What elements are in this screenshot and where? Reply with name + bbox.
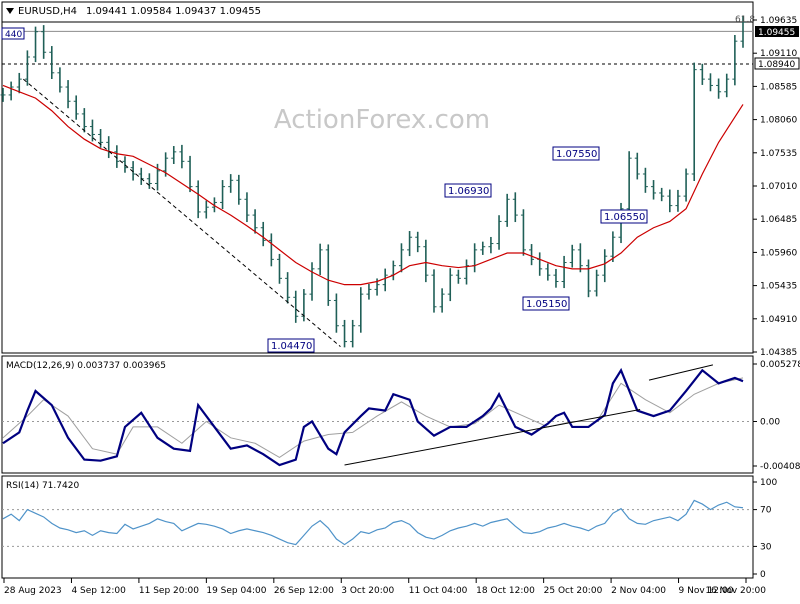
rsi-axis-label: 100 <box>760 478 777 488</box>
rsi-title: RSI(14) 71.7420 <box>6 481 79 491</box>
annotation-2: 1.07550 <box>556 149 597 160</box>
macd-support-trendline <box>344 409 641 466</box>
price-trendline <box>23 78 341 348</box>
level-price-tag <box>754 57 800 70</box>
price-axis-label: 1.09110 <box>760 49 797 59</box>
moving-average-line <box>2 84 744 286</box>
annotation-box-2 <box>552 146 600 161</box>
level-price-label: 1.08940 <box>758 60 795 70</box>
price-axis-label: 1.08585 <box>760 82 797 92</box>
watermark: ActionForex.com <box>274 105 490 135</box>
annotation-box-4 <box>600 209 648 224</box>
ohlc-label: 1.09441 1.09584 1.09437 1.09455 <box>86 6 261 17</box>
price-axis-label: 1.06485 <box>760 215 797 225</box>
price-axis-label: 1.07535 <box>760 149 797 159</box>
macd-axis-label: 0.005278 <box>760 360 800 370</box>
time-axis-label: 25 Oct 20:00 <box>544 586 603 596</box>
annotation-box-3 <box>522 296 570 311</box>
time-axis-label: 3 Oct 20:00 <box>341 586 394 596</box>
annotation-3: 1.05150 <box>526 299 567 310</box>
macd-layer <box>2 364 753 467</box>
annotation-box-1 <box>444 183 492 198</box>
time-axis-label: 2 Nov 04:00 <box>611 586 666 596</box>
rsi-axis-label: 30 <box>760 542 772 552</box>
macd-title: MACD(12,26,9) 0.003737 0.003965 <box>6 361 166 371</box>
time-axis-label: 26 Sep 12:00 <box>274 586 334 596</box>
macd-axis-label: 0.00 <box>760 417 780 427</box>
macd-resistance-trendline <box>648 364 714 381</box>
current-price-label: 1.09455 <box>758 28 795 38</box>
price-tags: 1.09455 1.08940 <box>754 26 800 70</box>
price-panel-frame <box>1 1 754 354</box>
price-axis-label: 1.04910 <box>760 315 797 325</box>
macd-axis-label: -0.004087 <box>760 462 800 472</box>
header: EURUSD,H4 1.09441 1.09584 1.09437 1.0945… <box>6 6 261 17</box>
time-axis-label: 4 Sep 12:00 <box>71 586 126 596</box>
annotation-left-cut: 440 <box>5 30 22 40</box>
rsi-axis-label: 0 <box>760 570 766 580</box>
time-axis-label: 11 Oct 04:00 <box>409 586 468 596</box>
fib-label: 61.8 <box>735 15 755 25</box>
annotation-1: 1.06930 <box>448 186 489 197</box>
axis-layer: 1.09635 1.09110 1.08585 1.08060 1.07535 1.070… <box>3 16 800 596</box>
header-arrow-icon <box>6 8 14 14</box>
annotation-box-left <box>1 27 25 40</box>
rsi-line <box>2 499 744 546</box>
time-axis-label: 11 Sep 20:00 <box>139 586 199 596</box>
price-axis-label: 1.05960 <box>760 248 797 258</box>
price-axis-label: 1.07010 <box>760 182 797 192</box>
time-axis-label: 18 Oct 12:00 <box>476 586 535 596</box>
price-axis-label: 1.05435 <box>760 282 797 292</box>
current-price-tag <box>755 26 799 37</box>
rsi-panel-frame <box>1 475 754 579</box>
price-annotations: 440 1.04470 1.06930 1.07550 1.05150 1.06… <box>1 15 755 353</box>
symbol-label: EURUSD,H4 <box>18 6 77 17</box>
rsi-layer <box>2 499 753 547</box>
price-axis-label: 1.04385 <box>760 348 797 358</box>
annotation-box-low <box>267 338 315 353</box>
time-axis-label: 19 Sep 04:00 <box>206 586 266 596</box>
annotation-4: 1.06550 <box>604 212 645 223</box>
annotation-low: 1.04470 <box>271 341 312 352</box>
macd-line <box>2 367 744 467</box>
macd-panel-frame <box>1 355 754 474</box>
time-axis-label: 9 Nov 12:00 <box>679 586 734 596</box>
time-axis-label: 28 Aug 2023 <box>4 586 62 596</box>
price-layer <box>0 15 753 348</box>
price-axis-label: 1.09635 <box>760 16 797 26</box>
price-axis-label: 1.08060 <box>760 116 797 126</box>
rsi-axis-label: 70 <box>760 506 772 516</box>
time-axis-label: 16 Nov 20:00 <box>705 586 766 596</box>
